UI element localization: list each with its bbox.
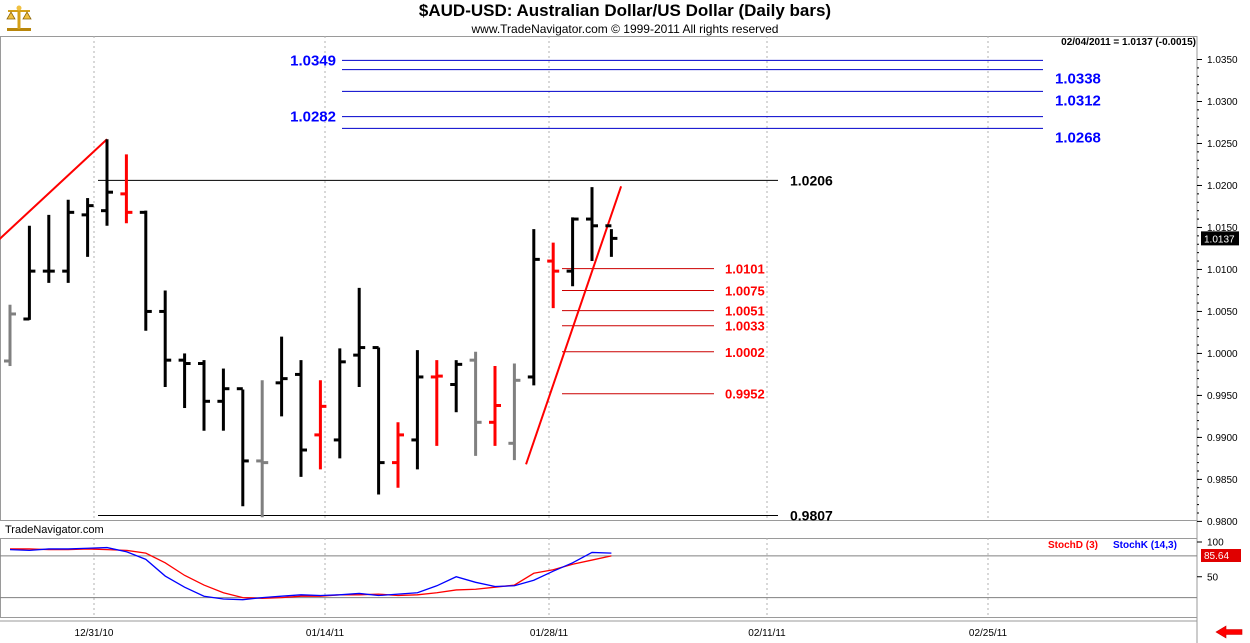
copyright-subtitle: www.TradeNavigator.com © 1999-2011 All r… [471, 22, 779, 36]
left-arrow-icon[interactable] [1214, 625, 1244, 639]
y-tick-label: 1.0000 [1207, 349, 1238, 360]
brand-watermark: TradeNavigator.com [5, 524, 104, 536]
x-tick-label: 12/31/10 [75, 628, 114, 639]
y-tick-label: 0.9800 [1207, 517, 1238, 528]
stoch-series-line [9, 546, 612, 601]
retracement-label: 1.0033 [725, 319, 765, 334]
y-tick-label: 0.9950 [1207, 391, 1238, 402]
legend-stochd: StochD (3) [1048, 540, 1098, 551]
swing-level-label: 0.9807 [790, 508, 833, 524]
x-tick-label: 02/25/11 [969, 628, 1008, 639]
x-tick-label: 01/14/11 [306, 628, 345, 639]
swing-level-label: 1.0206 [790, 172, 833, 188]
chart-title: $AUD-USD: Australian Dollar/US Dollar (D… [418, 1, 832, 20]
x-tick-label: 01/28/11 [530, 628, 569, 639]
y-tick-label: 1.0350 [1207, 55, 1238, 66]
stoch-tick-label: 100 [1207, 538, 1224, 549]
price-panel-frame [0, 36, 1198, 521]
stoch-last-box [1201, 549, 1241, 562]
fib-extension-label: 1.0312 [1055, 92, 1101, 109]
stoch-tick-label: 50 [1207, 572, 1219, 583]
fib-extension-label: 1.0282 [290, 109, 336, 126]
x-tick-label: 02/11/11 [748, 628, 786, 639]
stoch-last-label: 85.64 [1204, 551, 1229, 562]
retracement-label: 1.0075 [725, 283, 765, 298]
retracement-label: 1.0101 [725, 262, 765, 277]
trendline [0, 138, 108, 241]
fib-extension-label: 1.0338 [1055, 71, 1101, 88]
y-tick-label: 1.0100 [1207, 265, 1238, 276]
y-tick-label: 0.9900 [1207, 433, 1238, 444]
last-quote-label: 02/04/2011 = 1.0137 (-0.0015) [1061, 37, 1196, 48]
y-tick-label: 0.9850 [1207, 475, 1238, 486]
legend-stochk: StochK (14,3) [1113, 540, 1177, 551]
trendline [525, 185, 623, 465]
y-tick-label: 1.0150 [1207, 223, 1238, 234]
y-tick-label: 1.0200 [1207, 181, 1238, 192]
y-tick-label: 1.0050 [1207, 307, 1238, 318]
retracement-label: 1.0051 [725, 304, 765, 319]
scales-icon[interactable] [4, 3, 34, 33]
fib-extension-label: 1.0349 [290, 52, 336, 69]
y-tick-label: 1.0250 [1207, 139, 1238, 150]
last-price-label: 1.0137 [1204, 234, 1235, 245]
y-tick-label: 1.0300 [1207, 97, 1238, 108]
retracement-label: 0.9952 [725, 387, 765, 402]
stoch-panel-frame [0, 538, 1198, 618]
last-price-box [1201, 231, 1239, 246]
fib-extension-label: 1.0268 [1055, 129, 1101, 146]
retracement-label: 1.0002 [725, 345, 765, 360]
